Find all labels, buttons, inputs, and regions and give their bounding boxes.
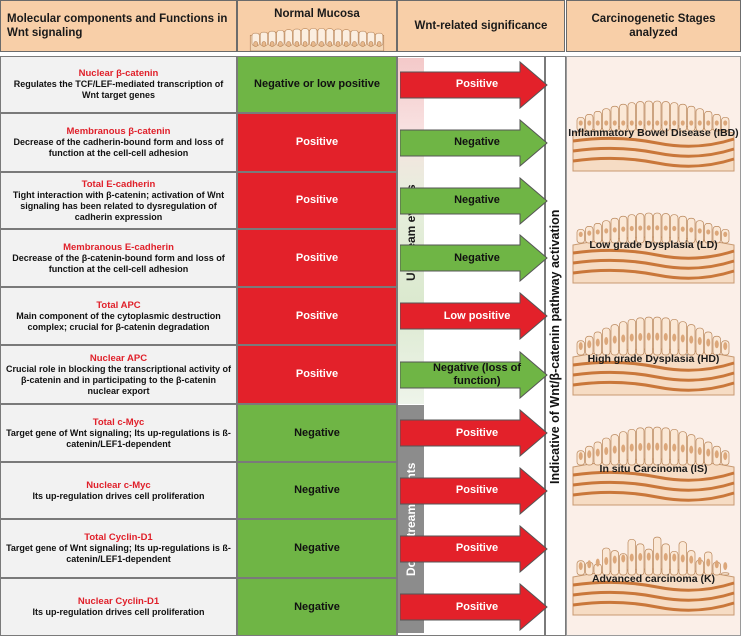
significance-arrow: Negative (loss of function) [400,350,548,399]
component-cell: Total E-cadherin Tight interaction with … [0,172,237,229]
significance-value: Positive [455,542,499,554]
header-stages: Carcinogenetic Stages analyzed [566,0,741,52]
component-title: Total Cyclin-D1 [84,532,153,543]
significance-value: Negative (loss of function) [432,361,522,387]
normal-mucosa-value: Negative [294,484,340,496]
component-cell: Total c-Myc Target gene of Wnt signaling… [0,404,237,462]
normal-mucosa-illustration [249,28,385,51]
normal-mucosa-cell: Negative [237,578,397,636]
pathway-column: Indicative of Wnt/β-catenin pathway acti… [545,56,566,636]
normal-mucosa-value: Positive [295,136,339,148]
normal-mucosa-value: Negative [294,542,340,554]
component-title: Membranous E-cadherin [63,241,174,253]
significance-arrow: Negative [400,176,548,225]
significance-value: Negative [454,194,500,206]
component-description: Its up-regulation drives cell proliferat… [32,490,205,501]
component-cell: Total Cyclin-D1 Target gene of Wnt signa… [0,519,237,578]
normal-mucosa-value: Negative [294,426,340,439]
component-cell: Nuclear Cyclin-D1 Its up-regulation driv… [0,578,237,636]
stage-label: Advanced carcinoma (K) [591,573,716,585]
component-cell: Membranous E-cadherin Decrease of the β-… [0,229,237,287]
component-description: Its up-regulation drives cell proliferat… [32,607,205,617]
component-title: Nuclear c-Myc [86,479,151,491]
component-title: Total APC [96,299,141,311]
stage-illustration [567,185,740,289]
normal-mucosa-value: Positive [295,368,339,380]
component-cell: Nuclear β-catenin Regulates the TCF/LEF-… [0,56,237,113]
normal-mucosa-value: Positive [295,194,339,206]
normal-mucosa-cell: Negative [237,462,397,519]
normal-mucosa-value: Negative or low positive [254,78,380,90]
stages-panel: Inflammatory Bowel Disease (IBD) Low grad… [566,56,741,636]
significance-arrow: Positive [400,524,548,573]
component-description: Decrease of the cadherin-bound form and … [13,137,224,158]
significance-arrow: Positive [400,60,548,109]
stage-illustration [567,517,740,621]
component-cell: Nuclear c-Myc Its up-regulation drives c… [0,462,237,519]
significance-value: Low positive [443,309,511,322]
significance-arrow: Positive [400,409,548,457]
stage-illustration [567,297,740,401]
header-stages-text: Carcinogenetic Stages analyzed [591,13,716,39]
component-title: Total c-Myc [92,416,145,428]
significance-value: Positive [455,484,499,496]
header-components: Molecular components and Functions in Wn… [0,0,237,52]
significance-value: Negative [454,136,500,148]
stage-label: Low grade Dysplasia (LD) [589,239,718,251]
header-normal-mucosa: Normal Mucosa [237,0,397,52]
significance-arrow: Negative [400,118,548,167]
component-title: Nuclear APC [89,352,148,364]
normal-mucosa-cell: Positive [237,113,397,172]
normal-mucosa-cell: Positive [237,172,397,229]
component-cell: Nuclear APC Crucial role in blocking the… [0,345,237,404]
component-description: Crucial role in blocking the transcripti… [5,363,232,396]
header-normal-mucosa-text: Normal Mucosa [274,8,360,20]
stage-label: High grade Dysplasia (HD) [587,353,720,365]
normal-mucosa-cell: Positive [237,229,397,287]
stage-label: Inflammatory Bowel Disease (IBD) [568,127,739,139]
significance-value: Negative [454,251,500,264]
stage-label: In situ Carcinoma (IS) [599,463,708,475]
normal-mucosa-cell: Negative [237,404,397,462]
normal-mucosa-cell: Negative [237,519,397,578]
component-description: Main component of the cytoplasmic destru… [16,310,221,332]
stage-illustration [567,73,740,177]
significance-value: Positive [455,600,499,613]
significance-value: Positive [455,78,499,90]
normal-mucosa-value: Positive [295,309,339,322]
normal-mucosa-cell: Positive [237,345,397,404]
normal-mucosa-cell: Negative or low positive [237,56,397,113]
component-description: Target gene of Wnt signaling; Its up-reg… [6,543,231,564]
significance-arrow: Negative [400,234,548,282]
component-title: Nuclear β-catenin [78,68,159,79]
normal-mucosa-value: Positive [295,251,339,264]
component-description: Tight interaction with β-catenin; activa… [12,189,225,222]
component-description: Target gene of Wnt signaling; Its up-reg… [6,427,231,449]
component-title: Membranous β-catenin [66,126,171,137]
component-title: Total E-cadherin [81,178,156,190]
normal-mucosa-value: Negative [294,600,340,613]
component-description: Regulates the TCF/LEF-mediated transcrip… [13,79,224,100]
significance-arrow: Positive [400,466,548,515]
header-components-text: Molecular components and Functions in Wn… [7,13,228,39]
significance-arrow: Positive [400,583,548,631]
normal-mucosa-cell: Positive [237,287,397,345]
header-significance-text: Wnt-related significance [414,20,548,32]
component-cell: Total APC Main component of the cytoplas… [0,287,237,345]
header-significance: Wnt-related significance [397,0,565,52]
significance-arrow: Low positive [400,292,548,340]
component-description: Decrease of the β-catenin-bound form and… [12,252,225,274]
stage-illustration [567,407,740,511]
significance-value: Positive [455,426,499,439]
component-title: Nuclear Cyclin-D1 [77,596,160,607]
component-cell: Membranous β-catenin Decrease of the cad… [0,113,237,172]
upstream-bar: Upstream events [398,58,424,404]
pathway-label: Indicative of Wnt/β-catenin pathway acti… [548,209,562,485]
